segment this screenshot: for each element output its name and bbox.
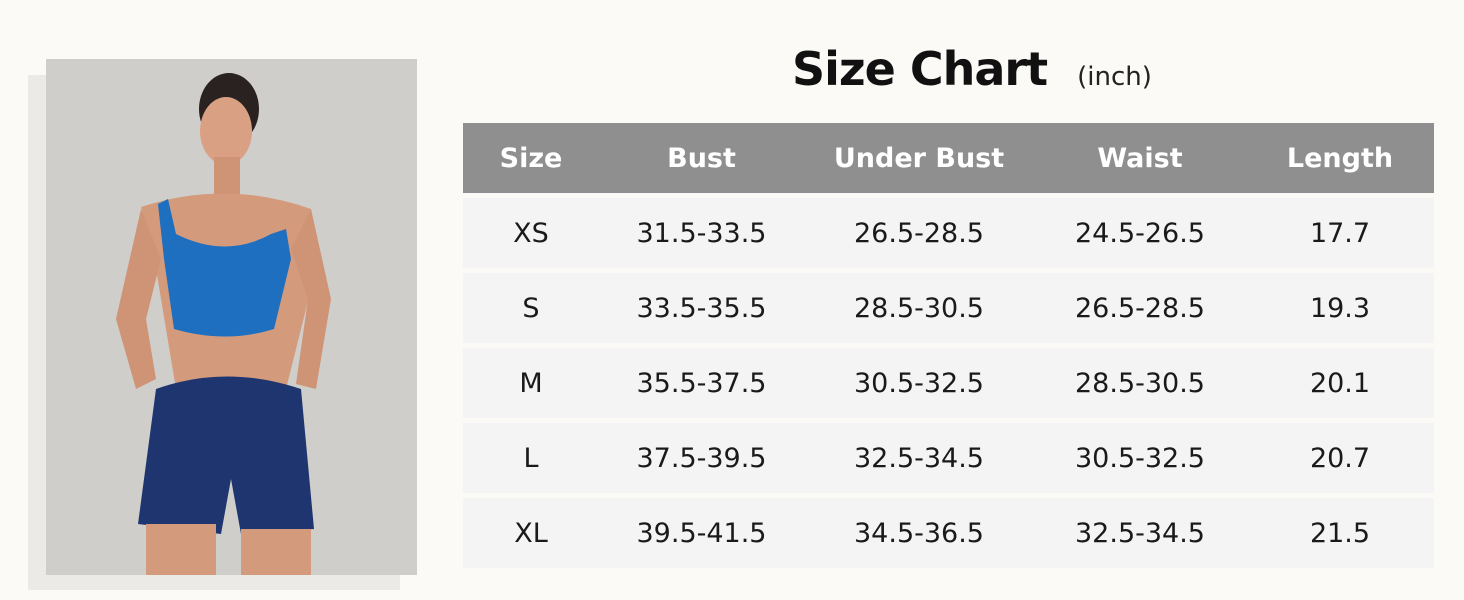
chart-heading: Size Chart (inch) xyxy=(792,42,1152,102)
table-row: S 33.5-35.5 28.5-30.5 26.5-28.5 19.3 xyxy=(463,273,1434,343)
cell-size: XS xyxy=(463,198,599,268)
table-row: XL 39.5-41.5 34.5-36.5 32.5-34.5 21.5 xyxy=(463,498,1434,568)
cell-length: 20.7 xyxy=(1246,423,1434,493)
chart-title: Size Chart xyxy=(792,42,1048,96)
header-waist: Waist xyxy=(1034,123,1246,193)
cell-waist: 26.5-28.5 xyxy=(1034,273,1246,343)
header-length: Length xyxy=(1246,123,1434,193)
table-row: M 35.5-37.5 30.5-32.5 28.5-30.5 20.1 xyxy=(463,348,1434,418)
cell-bust: 33.5-35.5 xyxy=(599,273,804,343)
cell-under-bust: 34.5-36.5 xyxy=(804,498,1034,568)
cell-bust: 37.5-39.5 xyxy=(599,423,804,493)
cell-size: S xyxy=(463,273,599,343)
model-figure xyxy=(116,73,331,575)
cell-size: XL xyxy=(463,498,599,568)
header-bust: Bust xyxy=(599,123,804,193)
table-row: XS 31.5-33.5 26.5-28.5 24.5-26.5 17.7 xyxy=(463,198,1434,268)
cell-size: L xyxy=(463,423,599,493)
header-size: Size xyxy=(463,123,599,193)
cell-waist: 28.5-30.5 xyxy=(1034,348,1246,418)
cell-under-bust: 26.5-28.5 xyxy=(804,198,1034,268)
cell-waist: 32.5-34.5 xyxy=(1034,498,1246,568)
cell-under-bust: 28.5-30.5 xyxy=(804,273,1034,343)
cell-length: 21.5 xyxy=(1246,498,1434,568)
header-under-bust: Under Bust xyxy=(804,123,1034,193)
cell-bust: 39.5-41.5 xyxy=(599,498,804,568)
cell-bust: 31.5-33.5 xyxy=(599,198,804,268)
cell-length: 20.1 xyxy=(1246,348,1434,418)
cell-under-bust: 32.5-34.5 xyxy=(804,423,1034,493)
cell-length: 19.3 xyxy=(1246,273,1434,343)
cell-bust: 35.5-37.5 xyxy=(599,348,804,418)
cell-size: M xyxy=(463,348,599,418)
header-row: Size Bust Under Bust Waist Length xyxy=(463,123,1434,193)
cell-length: 17.7 xyxy=(1246,198,1434,268)
cell-waist: 30.5-32.5 xyxy=(1034,423,1246,493)
size-table: Size Bust Under Bust Waist Length XS 31.… xyxy=(463,118,1434,573)
cell-under-bust: 30.5-32.5 xyxy=(804,348,1034,418)
table-row: L 37.5-39.5 32.5-34.5 30.5-32.5 20.7 xyxy=(463,423,1434,493)
cell-waist: 24.5-26.5 xyxy=(1034,198,1246,268)
unit-label: (inch) xyxy=(1077,62,1152,92)
model-photo xyxy=(46,59,417,575)
